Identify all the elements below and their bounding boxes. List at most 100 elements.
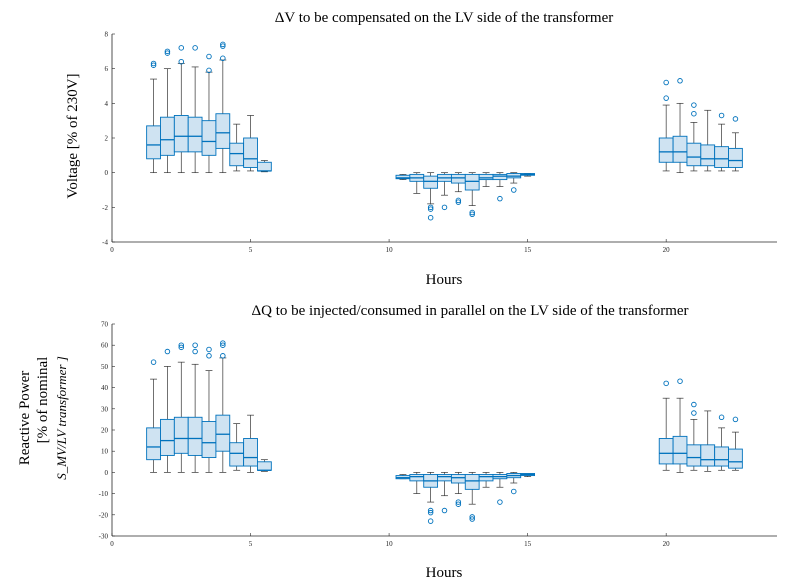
outlier-point: [164, 50, 171, 56]
box-iqr: [464, 173, 480, 191]
chart-title: ΔQ to be injected/consumed in parallel o…: [251, 303, 688, 319]
box-plot-marks: [146, 41, 743, 221]
box-plot-item: [395, 174, 411, 180]
outlier-point: [427, 204, 434, 211]
outlier-point: [427, 509, 434, 516]
box-plot-item: [423, 472, 439, 524]
box-iqr: [160, 116, 175, 156]
box-iqr: [409, 474, 425, 482]
box-iqr: [492, 173, 508, 181]
box-iqr: [229, 442, 245, 467]
x-tick-label: 0: [110, 246, 114, 254]
box-plot-item: [409, 472, 425, 494]
box-iqr: [146, 427, 161, 461]
box-plot-item: [201, 53, 217, 174]
axis-ticks: -4 -2 0 2 4 6 8 0 5 10 15 20: [102, 31, 670, 255]
y-tick-label: 30: [101, 405, 109, 413]
box-plot-item: [437, 472, 452, 514]
box-iqr: [672, 135, 688, 163]
outlier-point: [469, 516, 475, 522]
x-tick-label: 20: [663, 246, 671, 254]
y-tick-label: -30: [99, 533, 109, 541]
box-plot-item: [146, 60, 161, 174]
reactive-power-chart: ΔQ to be injected/consumed in parallel o…: [17, 303, 777, 581]
chart-title: ΔV to be compensated on the LV side of t…: [275, 10, 613, 26]
box-iqr: [658, 137, 674, 163]
x-axis-label: Hours: [426, 565, 463, 581]
y-tick-label: -2: [102, 204, 108, 212]
outlier-point: [469, 209, 475, 216]
box-iqr: [201, 421, 217, 459]
outlier-point: [178, 344, 185, 351]
box-iqr: [201, 120, 217, 156]
y-axis-label-line-1: Reactive Power: [17, 371, 33, 466]
box-plot-item: [700, 410, 716, 472]
voltage-chart: ΔV to be compensated on the LV side of t…: [65, 10, 777, 288]
box-plot-item: [215, 340, 231, 473]
box-plot-item: [257, 459, 272, 472]
outlier-point: [192, 45, 198, 51]
outlier-point: [455, 501, 462, 507]
outlier-point: [691, 410, 697, 416]
box-plot-item: [437, 172, 452, 211]
y-tick-label: 50: [101, 363, 109, 371]
outlier-point: [455, 499, 462, 505]
box-iqr: [257, 161, 272, 172]
outlier-point: [206, 67, 212, 74]
box-plot-item: [409, 172, 425, 194]
y-tick-label: 20: [101, 427, 109, 435]
box-plot-item: [492, 472, 508, 505]
outlier-point: [220, 340, 226, 346]
box-iqr: [437, 474, 452, 482]
box-plot-item: [658, 79, 674, 172]
outlier-point: [511, 187, 517, 193]
box-iqr: [464, 474, 480, 490]
box-plot-item: [686, 102, 702, 172]
box-iqr: [450, 474, 466, 484]
outlier-point: [178, 45, 185, 51]
outlier-point: [150, 60, 157, 67]
y-tick-label: 60: [101, 342, 109, 350]
outlier-point: [718, 112, 725, 119]
box-iqr: [229, 142, 245, 167]
outlier-point: [150, 62, 157, 68]
outlier-point: [663, 95, 669, 101]
box-plot-item: [395, 474, 411, 480]
y-tick-label: 40: [101, 384, 109, 392]
y-axis-label-math: S_MV/LV transformer ]: [54, 356, 69, 480]
box-plot-item: [506, 172, 522, 193]
box-plot-item: [714, 112, 729, 172]
outlier-point: [192, 348, 198, 355]
y-tick-label: -20: [99, 511, 109, 519]
box-iqr: [686, 142, 702, 167]
x-tick-label: 0: [110, 540, 114, 548]
box-plot-item: [257, 160, 272, 173]
box-plot-item: [423, 172, 439, 221]
outlier-point: [178, 58, 185, 65]
outlier-point: [164, 48, 171, 55]
box-iqr: [146, 125, 161, 160]
box-iqr: [187, 416, 203, 456]
outlier-point: [164, 348, 171, 355]
box-plot-item: [187, 45, 203, 174]
box-plot-item: [686, 401, 702, 471]
box-plot-item: [728, 416, 743, 471]
box-plot-item: [520, 173, 536, 177]
y-tick-label: 70: [101, 321, 109, 329]
x-tick-label: 15: [524, 540, 532, 548]
box-iqr: [478, 474, 494, 482]
outlier-point: [732, 416, 739, 423]
outlier-point: [497, 195, 503, 202]
box-plot-item: [672, 378, 688, 473]
outlier-point: [469, 211, 475, 218]
box-iqr: [243, 137, 258, 168]
outlier-point: [663, 380, 669, 387]
box-plot-item: [506, 472, 522, 495]
outlier-point: [427, 214, 434, 221]
box-plot-item: [450, 172, 466, 205]
box-plot-item: [243, 115, 258, 172]
outlier-point: [677, 78, 683, 84]
box-iqr: [257, 461, 272, 471]
box-iqr: [160, 418, 175, 456]
